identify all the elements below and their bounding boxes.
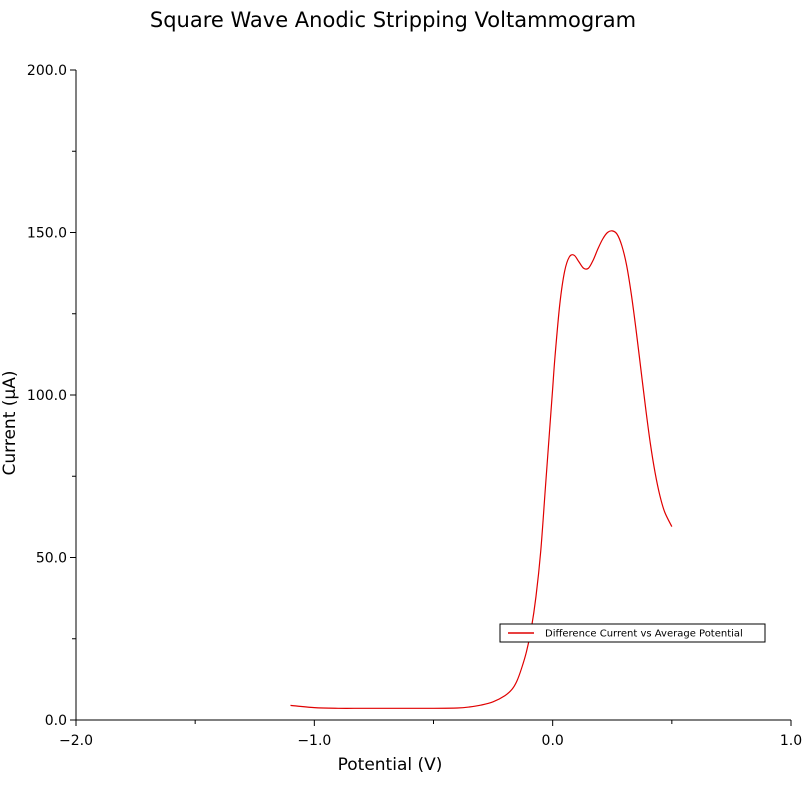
legend-label: Difference Current vs Average Potential — [545, 629, 743, 640]
y-tick-label: 150.0 — [27, 226, 67, 242]
y-tick-label: 50.0 — [36, 551, 67, 567]
plot-area — [290, 230, 673, 709]
y-axis-ticks: 0.0 50.0 100.0 150.0 200.0 — [27, 63, 76, 729]
legend-box — [499, 623, 766, 643]
x-tick-label: −2.0 — [59, 733, 93, 749]
axes: −2.0 −1.0 0.0 1.0 0.0 50.0 100.0 150.0 200.0 — [27, 63, 802, 749]
x-axis-label: Potential (V) — [338, 755, 443, 775]
x-tick-label: −1.0 — [297, 733, 331, 749]
series-line — [290, 230, 673, 709]
x-tick-label: 0.0 — [542, 733, 564, 749]
y-tick-label: 0.0 — [45, 713, 67, 729]
x-tick-label: 1.0 — [780, 733, 802, 749]
y-tick-label: 200.0 — [27, 63, 67, 79]
y-axis-label: Current (µA) — [0, 371, 20, 476]
x-axis-ticks: −2.0 −1.0 0.0 1.0 — [59, 720, 802, 749]
y-tick-label: 100.0 — [27, 388, 67, 404]
chart-title: Square Wave Anodic Stripping Voltammogra… — [150, 8, 636, 32]
legend: Difference Current vs Average Potential — [499, 623, 766, 643]
